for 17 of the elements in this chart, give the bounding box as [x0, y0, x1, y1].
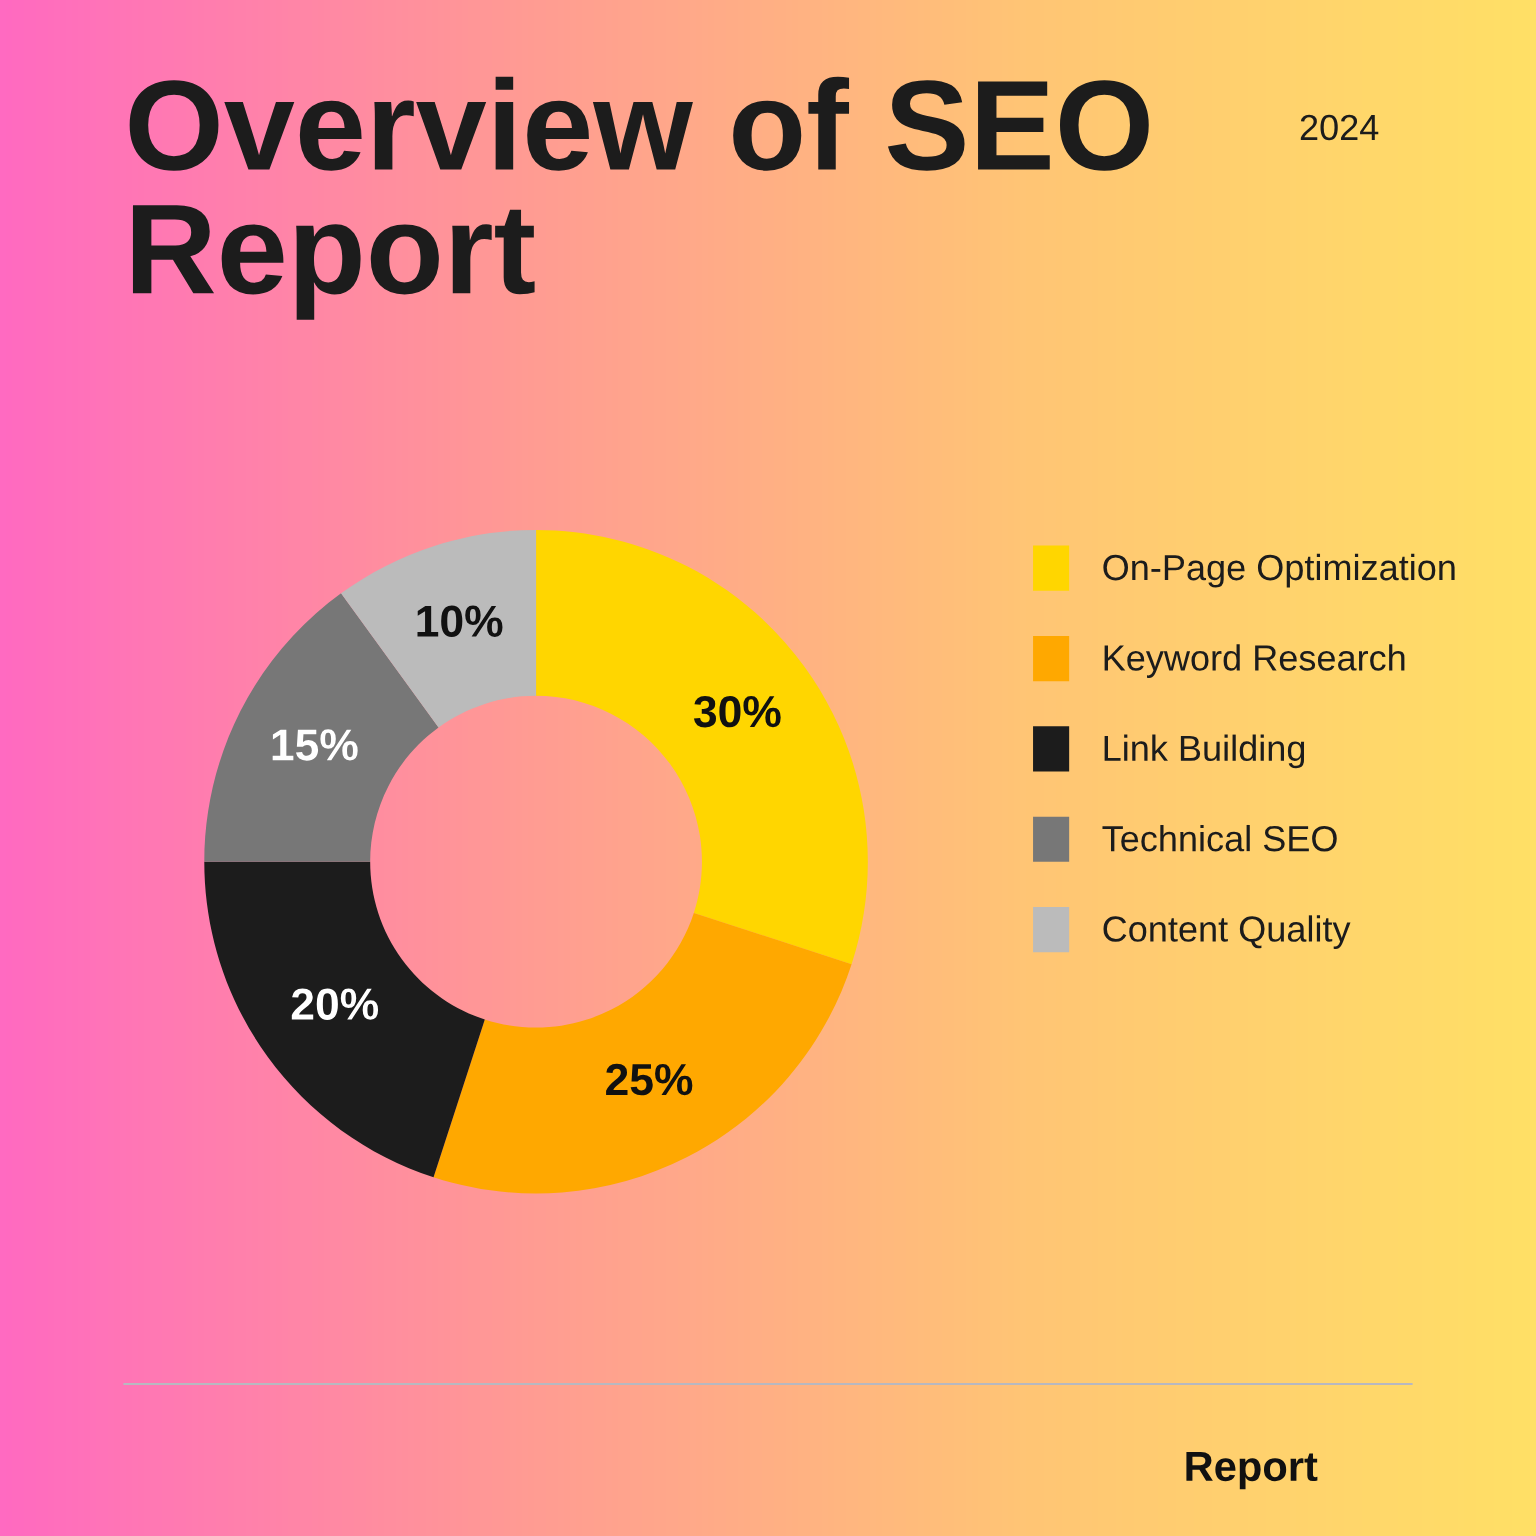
legend-label: On-Page Optimization — [1103, 553, 1455, 588]
data-label: 30% — [693, 695, 781, 728]
data-label: 10% — [417, 605, 503, 637]
chart-title: Overview of SEO Report — [129, 76, 1149, 320]
legend-label: Keyword Research — [1104, 644, 1405, 678]
data-label: 15% — [272, 729, 358, 761]
donut-slice — [433, 912, 852, 1194]
donut-slice — [536, 529, 868, 965]
data-label: 20% — [291, 988, 379, 1020]
chart-subtitle: 2024 — [1300, 114, 1379, 141]
data-label: 25% — [606, 1063, 693, 1096]
legend-label: Content Quality — [1103, 915, 1351, 949]
donut-slice — [204, 861, 485, 1178]
legend-label: Technical SEO — [1102, 824, 1337, 852]
legend-label: Link Building — [1104, 734, 1305, 769]
text: Report — [1186, 1452, 1318, 1490]
donut-slice — [341, 529, 537, 728]
